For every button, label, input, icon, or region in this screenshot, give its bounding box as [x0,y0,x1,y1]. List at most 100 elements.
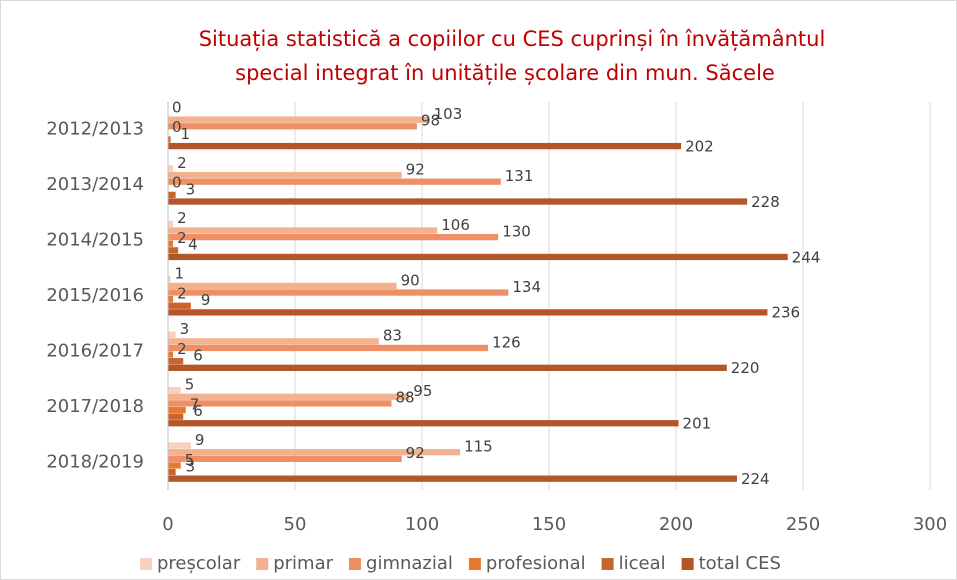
bar [168,142,682,150]
data-label: 126 [492,333,521,351]
data-label: 1 [181,125,191,143]
data-label: 0 [172,118,182,136]
legend-swatch [140,558,152,570]
bar [168,165,174,172]
bar [168,338,379,345]
bar [168,233,499,241]
y-tick-label: 2015/2016 [46,285,144,306]
bar [168,116,430,123]
bar [168,475,737,482]
data-label: 115 [464,438,493,456]
data-label: 95 [413,382,432,400]
bar [168,191,176,199]
y-tick-label: 2012/2013 [46,119,144,140]
y-tick-label: 2014/2015 [46,230,144,251]
x-tick-label: 200 [659,514,693,535]
bar [168,406,186,414]
data-label: 224 [741,470,770,488]
legend-swatch [681,558,694,570]
data-label: 5 [185,376,195,394]
x-tick-label: 0 [162,514,173,535]
legend-label: total CES [699,553,781,574]
legend-label: liceal [619,553,666,574]
bar [168,247,179,254]
data-label: 3 [186,180,196,198]
bar [168,309,768,316]
data-label: 83 [383,327,402,345]
data-label: 92 [406,444,425,462]
data-label: 2 [177,229,187,247]
bar [168,455,402,462]
data-label: 3 [186,457,196,475]
bar [168,331,176,338]
data-label: 236 [771,304,800,322]
bar [168,198,748,205]
data-label: 92 [406,160,425,178]
bar [168,123,417,130]
data-label: 2 [177,340,187,358]
bar [168,178,501,185]
y-tick-label: 2017/2018 [46,396,144,417]
bar [168,358,184,365]
legend-label: profesional [486,553,586,574]
legend-label: primar [273,553,333,574]
legend-label: gimnazial [366,553,453,574]
bar [168,364,727,371]
bar [168,302,191,309]
bar [168,253,788,261]
bar [168,276,171,283]
legend-swatch [468,558,481,570]
y-tick-label: 2013/2014 [46,174,144,195]
bar [168,387,181,394]
bar [168,449,461,456]
legend-swatch [601,558,614,570]
y-tick-label: 2018/2019 [46,451,144,472]
data-label: 88 [396,389,415,407]
bar [168,240,174,247]
data-label: 3 [180,320,190,338]
data-label: 103 [434,105,463,123]
bar [168,344,489,352]
data-label: 134 [512,278,541,296]
bar [168,296,174,303]
x-tick-label: 250 [786,514,820,535]
data-label: 2 [177,154,187,172]
legend-label: preșcolar [157,553,241,574]
bar [168,468,176,476]
x-tick-label: 100 [405,514,439,535]
bar [168,420,679,427]
chart-title: Situația statistică a copiilor cu CES cu… [199,27,826,51]
bar [168,393,410,400]
data-label: 0 [172,98,182,116]
data-label: 130 [502,222,531,240]
x-tick-label: 150 [532,514,566,535]
data-label: 201 [683,415,712,433]
data-label: 228 [751,193,780,211]
data-label: 7 [190,395,200,413]
data-label: 2 [177,209,187,227]
bar [168,400,392,407]
legend-swatch [256,558,269,570]
data-label: 6 [193,402,203,420]
data-label: 4 [188,236,198,254]
data-label: 2 [177,285,187,303]
legend-swatch [349,558,362,570]
data-label: 1 [175,265,185,283]
data-label: 131 [505,167,534,185]
chart-title: special integrat în unitățile școlare di… [235,61,775,85]
bar [168,442,191,449]
bar [168,136,171,143]
bar [168,227,438,234]
bar [168,351,174,358]
data-label: 106 [441,216,470,234]
x-tick-label: 300 [913,514,947,535]
bar [168,413,184,420]
data-label: 90 [401,271,420,289]
data-label: 6 [193,347,203,365]
bar [168,289,509,296]
data-label: 0 [172,174,182,192]
bar [168,282,397,290]
data-label: 9 [195,431,205,449]
data-label: 5 [185,451,195,469]
